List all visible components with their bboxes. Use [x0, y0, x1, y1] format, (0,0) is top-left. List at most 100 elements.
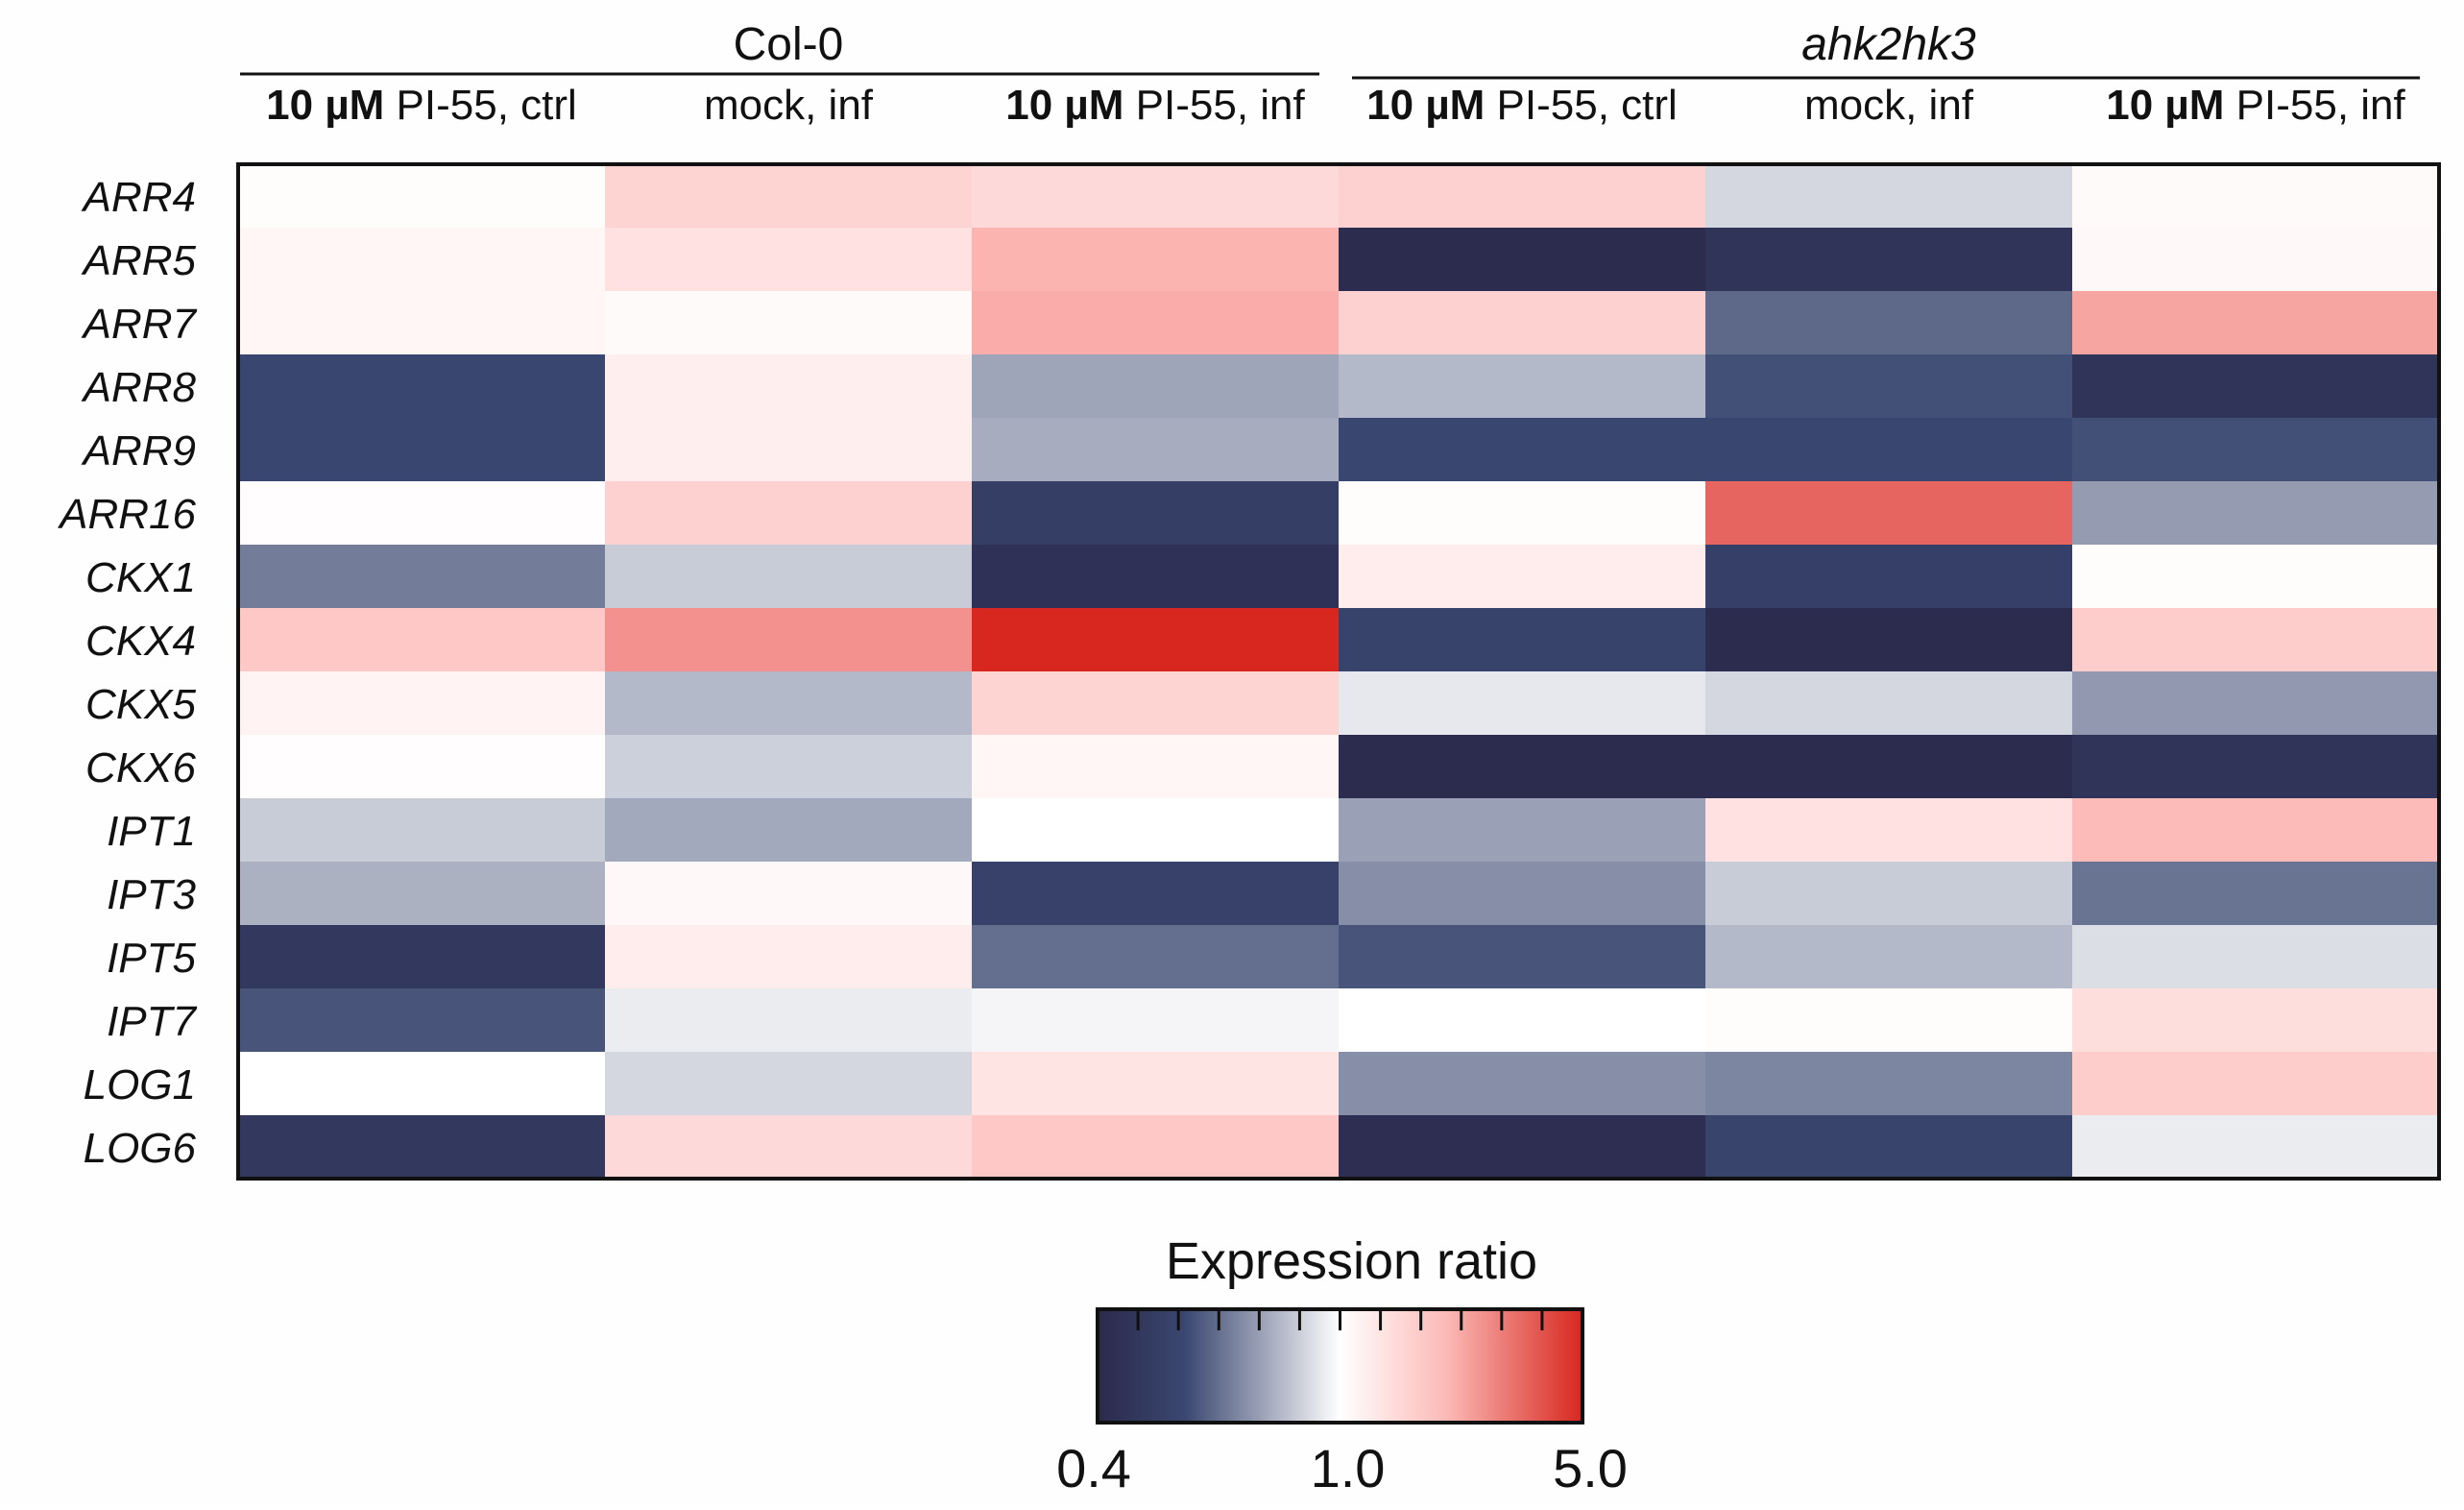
cell-LOG1-col1: [238, 1052, 606, 1116]
cell-LOG1-col3: [972, 1052, 1340, 1116]
heatmap-frame: [236, 162, 2441, 1181]
cell-CKX1-col4: [1339, 545, 1706, 609]
cell-ARR16-col3: [972, 481, 1340, 546]
cell-CKX1-col3: [972, 545, 1340, 609]
cell-CKX5-col1: [238, 671, 606, 736]
cell-ARR4-col2: [605, 164, 973, 229]
cell-IPT5-col3: [972, 925, 1340, 989]
cell-ARR16-col1: [238, 481, 606, 546]
gene-label-IPT3: IPT3: [107, 871, 196, 918]
cell-ARR16-col2: [605, 481, 973, 546]
cell-IPT5-col2: [605, 925, 973, 989]
cell-CKX4-col6: [2072, 608, 2440, 672]
cell-CKX4-col2: [605, 608, 973, 672]
cell-IPT5-col4: [1339, 925, 1706, 989]
cell-LOG6-col6: [2072, 1115, 2440, 1180]
cell-ARR4-col3: [972, 164, 1340, 229]
cell-ARR7-col1: [238, 291, 606, 355]
gene-label-CKX1: CKX1: [85, 554, 196, 601]
cell-ARR16-col6: [2072, 481, 2440, 546]
colorbar: Expression ratio 0.4 1.0 5.0: [1056, 1232, 1628, 1498]
gene-label-CKX4: CKX4: [85, 618, 196, 665]
cell-ARR5-col6: [2072, 228, 2440, 292]
condition-label-4: 10 µM PI-55, ctrl: [1366, 82, 1678, 129]
condition-label-1: 10 µM PI-55, ctrl: [266, 82, 577, 129]
cell-ARR8-col3: [972, 354, 1340, 419]
gene-label-ARR7: ARR7: [81, 301, 198, 348]
gene-label-LOG6: LOG6: [84, 1125, 197, 1172]
cell-IPT1-col4: [1339, 798, 1706, 863]
cell-ARR5-col4: [1339, 228, 1706, 292]
cell-CKX6-col5: [1705, 735, 2073, 799]
cell-ARR8-col2: [605, 354, 973, 419]
condition-label-5: mock, inf: [1804, 82, 1974, 129]
gene-label-CKX6: CKX6: [85, 744, 196, 792]
cell-CKX5-col2: [605, 671, 973, 736]
condition-label-3: 10 µM PI-55, inf: [1005, 82, 1305, 129]
group-label-2: ahk2hk3: [1801, 19, 1976, 70]
cell-ARR9-col5: [1705, 418, 2073, 482]
cell-ARR5-col1: [238, 228, 606, 292]
cell-LOG6-col5: [1705, 1115, 2073, 1180]
cell-CKX6-col4: [1339, 735, 1706, 799]
cell-ARR9-col6: [2072, 418, 2440, 482]
cell-ARR4-col5: [1705, 164, 2073, 229]
cell-CKX1-col6: [2072, 545, 2440, 609]
gene-labels: ARR4 ARR5 ARR7 ARR8 ARR9 ARR16 CKX1 CKX4 CKX5 CKX…: [57, 174, 197, 1172]
cell-IPT3-col1: [238, 862, 606, 926]
cell-ARR7-col2: [605, 291, 973, 355]
colorbar-tick-label-3: 5.0: [1553, 1438, 1628, 1498]
condition-label-6: 10 µM PI-55, inf: [2106, 82, 2405, 129]
cell-CKX4-col1: [238, 608, 606, 672]
cell-IPT3-col5: [1705, 862, 2073, 926]
cell-IPT1-col3: [972, 798, 1340, 863]
column-headers: Col-0 ahk2hk3 10 µM PI-55, ctrl mock, inf 10…: [240, 19, 2420, 129]
cell-IPT5-col6: [2072, 925, 2440, 989]
cell-ARR7-col4: [1339, 291, 1706, 355]
gene-label-ARR9: ARR9: [81, 427, 196, 475]
cell-IPT1-col5: [1705, 798, 2073, 863]
cell-CKX4-col5: [1705, 608, 2073, 672]
cell-LOG6-col2: [605, 1115, 973, 1180]
colorbar-tick-label-1: 0.4: [1056, 1438, 1131, 1498]
cell-CKX5-col5: [1705, 671, 2073, 736]
cell-ARR8-col1: [238, 354, 606, 419]
cell-ARR16-col4: [1339, 481, 1706, 546]
cell-IPT7-col1: [238, 988, 606, 1053]
heatmap-cells: [238, 164, 2440, 1180]
cell-ARR9-col4: [1339, 418, 1706, 482]
gene-label-LOG1: LOG1: [84, 1061, 196, 1108]
cell-CKX4-col3: [972, 608, 1340, 672]
gene-label-IPT5: IPT5: [107, 935, 196, 982]
cell-ARR9-col3: [972, 418, 1340, 482]
colorbar-title: Expression ratio: [1166, 1232, 1537, 1290]
group-label-1: Col-0: [734, 19, 844, 70]
cell-IPT1-col2: [605, 798, 973, 863]
cell-CKX1-col1: [238, 545, 606, 609]
cell-ARR9-col1: [238, 418, 606, 482]
cell-IPT3-col2: [605, 862, 973, 926]
cell-ARR7-col3: [972, 291, 1340, 355]
cell-IPT7-col3: [972, 988, 1340, 1053]
cell-IPT7-col2: [605, 988, 973, 1053]
cell-IPT3-col6: [2072, 862, 2440, 926]
cell-IPT1-col6: [2072, 798, 2440, 863]
cell-ARR8-col6: [2072, 354, 2440, 419]
cell-ARR8-col4: [1339, 354, 1706, 419]
gene-label-ARR16: ARR16: [57, 491, 196, 538]
cell-IPT5-col1: [238, 925, 606, 989]
colorbar-tick-label-2: 1.0: [1311, 1438, 1386, 1498]
gene-label-IPT7: IPT7: [107, 998, 197, 1045]
cell-CKX6-col1: [238, 735, 606, 799]
cell-ARR5-col3: [972, 228, 1340, 292]
cell-IPT7-col5: [1705, 988, 2073, 1053]
cell-LOG1-col5: [1705, 1052, 2073, 1116]
cell-ARR8-col5: [1705, 354, 2073, 419]
cell-IPT3-col3: [972, 862, 1340, 926]
gene-label-IPT1: IPT1: [107, 808, 196, 855]
cell-ARR4-col6: [2072, 164, 2440, 229]
cell-ARR4-col1: [238, 164, 606, 229]
cell-IPT3-col4: [1339, 862, 1706, 926]
